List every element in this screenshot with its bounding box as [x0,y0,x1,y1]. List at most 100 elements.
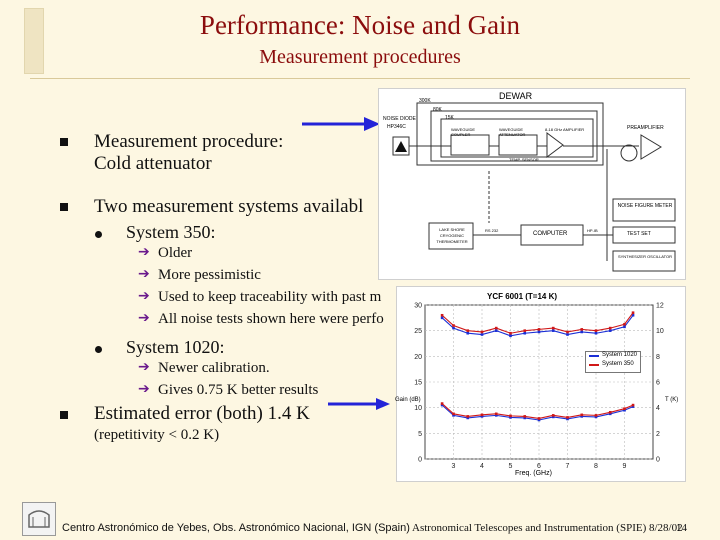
bullet-two-systems: Two measurement systems availabl [94,196,364,217]
data-point [509,331,512,335]
preamplifier-label: PREAMPLIFIER [627,125,664,131]
data-point [551,326,555,330]
arrow-bullet-icon: ➔ [138,381,150,397]
chart-canvas: 0 5 10 15 20 25 30 0 2 4 6 8 10 12 3 4 5 6 7 8 9 [414,303,664,471]
data-point [580,413,584,417]
bullet-square-icon [60,138,68,146]
data-point [631,313,635,317]
data-point [580,330,584,334]
data-point [566,416,569,419]
test-set-label: TEST SET [627,231,651,237]
data-point [480,413,484,417]
data-point [440,316,444,320]
data-point [480,415,484,418]
arrow-bullet-icon: ➔ [138,288,150,304]
computer-label: COMPUTER [533,231,568,237]
y-left-tick-label: 10 [414,405,422,412]
legend-entry: System 350 [602,361,634,367]
x-tick-label: 3 [452,463,456,470]
data-point [594,331,598,335]
data-point [537,330,541,334]
data-point [452,324,455,327]
noise-diode-model-label: HP346C [387,124,406,130]
slide-subtitle: Measurement procedures [259,46,461,68]
slide-title: Performance: Noise and Gain [199,10,521,40]
data-point [509,414,512,418]
coupler-label: WAVEGUIDE COUPLER [451,127,476,137]
data-point [494,414,498,417]
observatory-logo [22,502,56,536]
legend-entry: System 1020 [602,352,638,358]
bullet-repetitivity: (repetitivity < 0.2 K) [94,427,220,443]
data-point [631,403,635,407]
footer-page-number: 14 [676,522,687,534]
data-point [580,328,584,331]
data-point [523,416,527,420]
title-divider [30,78,690,79]
y-right-tick-label: 0 [656,457,660,464]
x-tick-label: 6 [537,463,541,470]
data-point [466,415,470,418]
data-point [566,330,569,334]
data-point [466,331,470,335]
data-point [608,410,612,414]
noise-figure-meter-label: NOISE FIGURE METER [617,203,673,209]
hpib-label: HP-IB [587,228,598,233]
bullet-dot-icon [95,346,102,353]
x-tick-label: 9 [623,463,627,470]
data-point [440,402,444,405]
data-point [631,405,635,408]
data-point [523,329,527,332]
sys350-item: All noise tests shown here were perfo [158,311,384,327]
chart-legend: System 1020 System 350 [585,351,641,373]
chart-xlabel: Freq. (GHz) [515,470,552,477]
noise-gain-chart: 0 5 10 15 20 25 30 0 2 4 6 8 10 12 3 4 5 6 7 8 9 YCF 6001 (T… [395,286,686,482]
sys1020-item: Newer calibration. [158,360,270,376]
cryo-thermometer-label: LAKE SHORE CRYOGENIC THERMOMETER [436,227,468,244]
y-right-tick-label: 10 [656,328,664,335]
data-point [480,333,484,336]
data-point [631,311,635,314]
temp-sensor-label: TEMP. SENSOR [509,157,539,162]
y-right-tick-label: 4 [656,405,660,412]
data-point [440,403,444,407]
y-left-tick-label: 0 [418,457,422,464]
legend-swatch [589,355,599,357]
arrow-to-chart-icon [328,398,390,410]
sys350-item: Older [158,245,193,261]
arrow-bullet-icon: ➔ [138,244,150,260]
bullet-estimated-error: Estimated error (both) 1.4 K [94,403,310,424]
system-1020-label: System 1020: [126,337,225,357]
data-point [537,328,541,331]
bullet-dot-icon [95,231,102,238]
synthesizer-label: SYNTHESIZER OSCILLATOR [617,254,673,259]
arrow-to-diagram-icon [302,117,380,131]
y-left-tick-label: 5 [418,431,422,438]
data-point [523,331,527,335]
noise-diode-label: NOISE DIODE [383,116,416,122]
data-point [594,414,598,417]
data-point [466,416,470,420]
bullet-square-icon [60,203,68,211]
data-point [623,407,626,410]
data-point [440,313,444,317]
data-point [594,329,598,332]
arrow-bullet-icon: ➔ [138,310,150,326]
data-point [608,412,612,416]
data-point [580,415,584,418]
y-left-tick-label: 15 [414,380,422,387]
attenuator-label: WAVEGUIDE ATTENUATOR [499,127,526,137]
chart-title: YCF 6001 (T=14 K) [487,292,558,301]
y-right-tick-label: 6 [656,380,660,387]
series-line-1 [441,312,634,334]
footer-institution: Centro Astronómico de Yebes, Obs. Astron… [62,522,410,534]
measurement-setup-diagram: DEWAR 300K 80K 15K NOISE DIODE HP346C WA… [378,88,686,280]
series-line-0 [441,314,634,337]
chart-ylabel-right: T (K) [665,397,679,403]
y-left-tick-label: 25 [414,328,422,335]
temp-300k-label: 300K [419,98,431,104]
x-tick-label: 8 [594,463,598,470]
arrow-bullet-icon: ➔ [138,359,150,375]
x-tick-label: 5 [509,463,513,470]
bullet-square-icon [60,411,68,419]
